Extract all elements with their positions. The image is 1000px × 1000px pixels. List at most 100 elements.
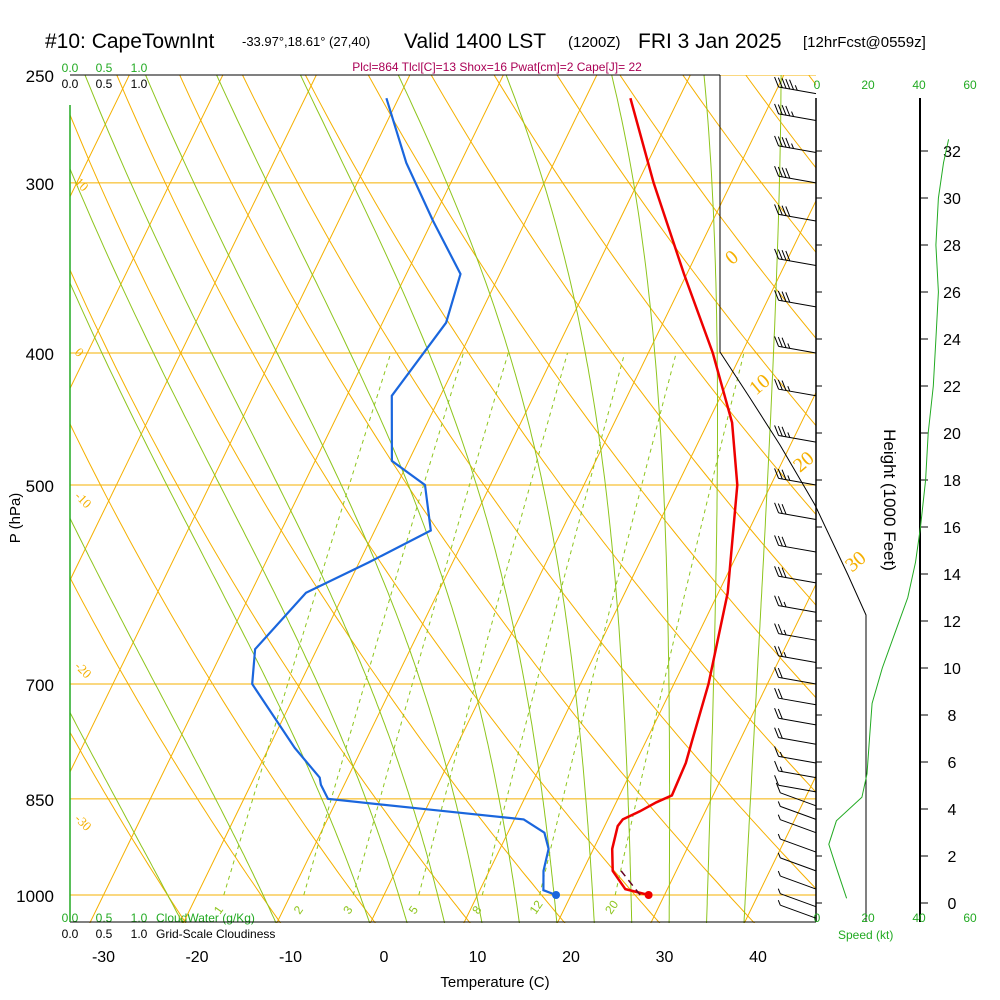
moist-adiabat-label: 20	[789, 447, 818, 477]
dry-adiabat-line	[70, 113, 566, 923]
wind-barb-half-feather	[787, 475, 791, 481]
wind-barb	[774, 667, 817, 685]
wind-barb	[774, 727, 817, 745]
moist-adiabat-line	[145, 75, 483, 923]
wind-barb-half-feather	[783, 629, 787, 636]
wind-barb-half-feather	[787, 343, 791, 349]
wind-barb-feather	[774, 425, 780, 436]
dry-adiabat-line	[70, 268, 471, 923]
wind-barb	[774, 248, 817, 267]
wind-barb-shaft	[780, 893, 817, 908]
pressure-tick-label: 1000	[16, 887, 54, 906]
wind-barb-shaft	[780, 805, 817, 820]
pressure-axis-title: P (hPa)	[7, 493, 24, 544]
wind-barb-feather	[785, 292, 791, 303]
wind-barb	[777, 801, 817, 820]
wind-barb-shaft	[778, 86, 817, 95]
wind-barb	[775, 782, 817, 807]
pressure-tick-label: 300	[26, 175, 54, 194]
wind-barb	[777, 870, 817, 890]
wind-barb-half-feather	[777, 833, 781, 840]
wind-barb-feather	[774, 103, 780, 115]
forecast-info: [12hrFcst@0559z]	[803, 34, 926, 51]
wind-barb-shaft	[778, 717, 817, 726]
moist-adiabat-line	[216, 75, 520, 923]
wind-barb-shaft	[778, 113, 817, 122]
wind-barb-feather	[785, 137, 791, 149]
plot-frame	[69, 74, 867, 923]
wind-barb	[774, 535, 817, 553]
temperature-line	[610, 97, 739, 897]
wind-barb	[774, 645, 817, 664]
wind-barb	[777, 888, 817, 908]
wind-barb-shaft	[778, 737, 817, 745]
dry-adiabat-line	[242, 75, 816, 890]
cloudiness-tick: 0.0	[62, 77, 79, 91]
wind-barb-shaft	[780, 875, 817, 890]
wind-barb-shaft	[778, 697, 817, 706]
cloud-water-tick: 1.0	[131, 911, 148, 925]
moist-adiabat-line	[70, 711, 183, 923]
wind-barb-feather	[777, 728, 783, 739]
wind-barb-feather	[777, 104, 783, 115]
height-tick-label: 12	[943, 614, 961, 631]
wind-barb-feather	[774, 379, 780, 390]
wind-barb-half-feather	[777, 852, 781, 859]
station-coords: -33.97°,18.61° (27,40)	[242, 34, 370, 49]
wind-barb	[774, 135, 817, 153]
wind-barb	[774, 746, 817, 764]
dry-adiabat-line	[493, 75, 816, 516]
temperature-tick-label: -10	[279, 949, 302, 966]
wind-barb-feather	[774, 667, 780, 678]
wind-barb-half-feather	[783, 601, 787, 608]
wind-barb-feather	[777, 204, 783, 216]
mixing-ratio-line	[614, 352, 745, 896]
moist-adiabat-line	[70, 281, 371, 923]
wind-barb-feather	[785, 206, 791, 217]
wind-barb	[774, 687, 817, 706]
isotherm-line	[743, 774, 816, 923]
wind-barb-shaft	[778, 544, 817, 553]
wind-barb-feather	[777, 503, 783, 514]
wind-barb-shaft	[778, 784, 817, 793]
wind-barb-feather	[774, 166, 780, 177]
height-tick-label: 20	[943, 426, 961, 443]
wind-barb-feather	[774, 336, 780, 347]
wind-barb-half-feather	[777, 814, 781, 820]
moist-adiabat-line	[84, 75, 446, 923]
height-tick-label: 26	[943, 285, 961, 302]
wind-barb-shaft	[778, 676, 817, 685]
mixing-ratio-label: 2	[291, 903, 306, 917]
wind-barb-feather	[781, 137, 787, 148]
wind-barb-half-feather	[783, 652, 787, 658]
wind-barb-feather	[781, 167, 787, 178]
wind-speed-line	[828, 139, 950, 899]
wind-barb-feather	[789, 79, 795, 90]
wind-barb-shaft	[778, 770, 817, 779]
wind-barb	[774, 595, 817, 613]
isotherm-line	[70, 75, 224, 390]
parcel-trace-line	[620, 870, 641, 896]
wind-barb-feather	[774, 760, 780, 772]
dry-adiabat-line	[70, 422, 376, 923]
wind-barb	[774, 103, 817, 122]
cloudiness-tick: 1.0	[131, 927, 148, 941]
wind-barb-feather	[774, 746, 780, 757]
height-tick-label: 6	[948, 755, 957, 772]
wind-barb-feather	[781, 567, 787, 578]
wind-barb-feather	[781, 504, 787, 515]
pressure-axis: 250 300 400 500 700 850 1000	[16, 67, 54, 906]
wind-barb	[774, 379, 817, 397]
mixing-ratio-label: 20	[602, 897, 621, 916]
cloud-water-label: CloudWater (g/Kg)	[156, 911, 255, 925]
wind-barb-shaft	[778, 213, 817, 222]
wind-barb-feather	[774, 204, 780, 215]
height-tick-label: 2	[948, 849, 957, 866]
wind-barb	[774, 708, 817, 726]
wind-barb-feather	[777, 688, 783, 700]
moist-adiabat-line	[703, 75, 718, 923]
wind-barb-feather	[774, 248, 780, 260]
dry-adiabat-line	[808, 75, 816, 86]
speed-tick-label-top: 20	[861, 78, 875, 92]
wind-barb-feather	[777, 290, 783, 302]
